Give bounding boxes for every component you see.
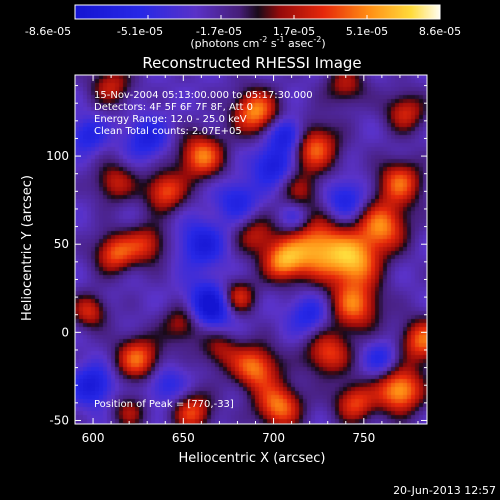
y-axis-label: Heliocentric Y (arcsec) bbox=[20, 175, 35, 321]
colorbar-tick-label: 5.1e-05 bbox=[346, 25, 388, 38]
x-axis-ticks: 600 650 700 750 bbox=[74, 75, 419, 445]
colorbar-tick-label: 8.6e-05 bbox=[419, 25, 461, 38]
x-tick-label: 700 bbox=[262, 431, 285, 445]
colorbar-tick-label: -8.6e-05 bbox=[25, 25, 71, 38]
x-axis-label: Heliocentric X (arcsec) bbox=[179, 451, 326, 466]
x-tick-label: 650 bbox=[172, 431, 195, 445]
annotation-energy-range: Energy Range: 12.0 - 25.0 keV bbox=[94, 114, 247, 125]
colorbar-tick-label: -5.1e-05 bbox=[117, 25, 163, 38]
x-tick-label: 600 bbox=[82, 431, 105, 445]
y-tick-label: 100 bbox=[46, 149, 69, 163]
y-tick-label: -50 bbox=[49, 413, 69, 427]
y-tick-label: 50 bbox=[54, 237, 69, 251]
colorbar-tick-label: -1.7e-05 bbox=[196, 25, 242, 38]
footer-timestamp: 20-Jun-2013 12:57 bbox=[393, 484, 496, 497]
plot-frame bbox=[74, 74, 428, 425]
annotation-clean-counts: Clean Total counts: 2.07E+05 bbox=[94, 126, 242, 137]
colorbar-tick-labels: -8.6e-05 -5.1e-05 -1.7e-05 1.7e-05 5.1e-05 8.… bbox=[25, 15, 461, 38]
annotation-detectors: Detectors: 4F 5F 6F 7F 8F, Att 0 bbox=[94, 102, 253, 113]
colorbar-tick-label: 1.7e-05 bbox=[273, 25, 315, 38]
peak-position-label: Position of Peak = [770,-33] bbox=[94, 399, 234, 410]
chart-title: Reconstructed RHESSI Image bbox=[142, 54, 361, 72]
y-tick-label: 0 bbox=[61, 325, 69, 339]
x-tick-label: 750 bbox=[352, 431, 375, 445]
colorbar-units: (photons cm-2 s-1 asec-2) bbox=[190, 35, 325, 50]
colorbar-frame bbox=[74, 4, 441, 20]
annotation-time-range: 15-Nov-2004 05:13:00.000 to 05:17:30.000 bbox=[94, 90, 313, 101]
